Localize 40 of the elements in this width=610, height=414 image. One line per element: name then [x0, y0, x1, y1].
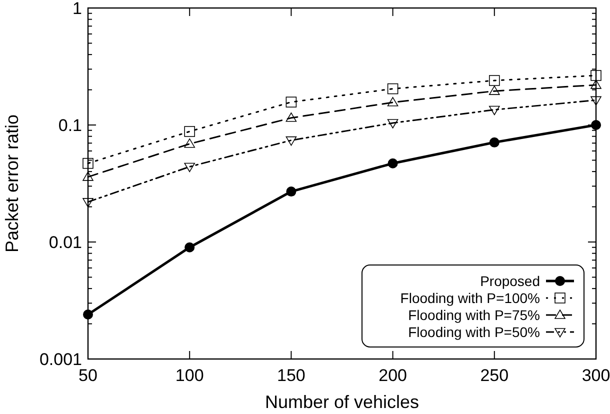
y-tick-label: 0.1: [58, 116, 82, 135]
x-tick-label: 150: [277, 366, 306, 385]
point: [184, 126, 195, 137]
x-tick-label: 200: [378, 366, 407, 385]
point: [387, 97, 398, 106]
point: [489, 86, 500, 95]
point: [82, 198, 94, 208]
y-tick-label: 0.01: [48, 232, 82, 252]
x-tick-label: 250: [480, 366, 509, 385]
legend-label: Proposed: [480, 272, 540, 289]
point: [286, 136, 297, 146]
point: [590, 70, 602, 81]
point: [184, 242, 195, 252]
point: [489, 137, 500, 148]
x-axis-title: Number of vehicles: [264, 392, 420, 412]
y-tick-label: 1: [72, 0, 82, 18]
x-tick-label: 50: [78, 366, 98, 385]
point: [591, 120, 601, 130]
point: [184, 162, 195, 172]
point: [286, 112, 297, 122]
legend-label: Flooding with P=75%: [408, 306, 540, 323]
point: [489, 75, 500, 86]
point: [184, 138, 195, 148]
point: [82, 172, 94, 181]
point: [387, 119, 398, 128]
y-tick-label: 0.001: [39, 350, 82, 369]
point: [82, 158, 94, 169]
point: [286, 186, 296, 197]
point: [590, 80, 602, 89]
x-tick-label: 100: [175, 366, 204, 385]
x-tick-label: 300: [582, 366, 610, 385]
point: [286, 96, 297, 108]
legend-label: Flooding with P=50%: [408, 324, 540, 340]
point: [489, 106, 500, 116]
point: [590, 96, 602, 106]
point: [387, 83, 398, 94]
point: [83, 310, 93, 320]
legend-label: Flooding with P=100%: [400, 290, 540, 306]
y-axis-title: Packet error ratio: [2, 114, 22, 253]
point: [388, 158, 398, 168]
